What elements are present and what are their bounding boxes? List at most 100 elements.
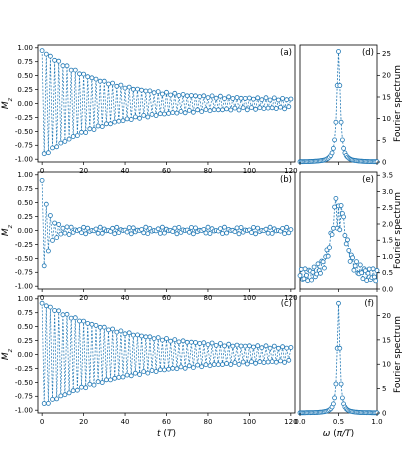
panel-e: 0.0 0.5 1.0 1.5 2.0 2.5 3.0 3.5 (e) Fourier spect… xyxy=(297,171,403,293)
data-point xyxy=(345,237,350,243)
y-tick-label: 3.5 xyxy=(382,172,393,180)
data-point xyxy=(232,229,238,235)
data-point xyxy=(263,343,269,349)
x-tick-label: 60 xyxy=(162,418,171,426)
data-point xyxy=(124,372,130,378)
x-tick-label: 1.0 xyxy=(371,418,382,426)
data-point xyxy=(251,96,256,102)
data-point xyxy=(230,343,236,349)
data-point xyxy=(249,105,254,110)
data-point xyxy=(255,95,261,101)
data-point xyxy=(263,226,269,232)
data-point xyxy=(39,177,45,183)
data-point xyxy=(151,90,157,96)
data-point xyxy=(190,365,196,371)
data-point xyxy=(371,274,377,280)
data-point xyxy=(112,375,118,381)
data-point xyxy=(278,104,283,110)
data-point xyxy=(261,360,267,365)
data-point xyxy=(217,93,223,99)
data-point xyxy=(197,94,203,99)
data-point xyxy=(93,322,99,328)
y-tick-label: 1.00 xyxy=(17,44,33,52)
y-tick-label: -1.00 xyxy=(15,407,33,415)
data-point xyxy=(85,225,91,231)
panel-label: (f) xyxy=(364,299,374,309)
y-tick-label: 0.00 xyxy=(17,100,33,108)
data-point xyxy=(347,258,353,264)
data-point xyxy=(261,106,267,111)
data-point xyxy=(222,343,227,349)
data-point xyxy=(305,278,311,284)
x-tick-label: 60 xyxy=(162,294,171,302)
x-tick-label: 100 xyxy=(243,418,256,426)
data-point xyxy=(75,133,80,139)
x-tick-label: 60 xyxy=(162,167,171,175)
x-tick-label: 0.5 xyxy=(333,418,344,426)
data-point xyxy=(41,263,47,269)
panel-label: (e) xyxy=(362,175,374,185)
data-point xyxy=(56,58,62,64)
data-point xyxy=(246,343,252,349)
data-point xyxy=(91,127,97,132)
data-point xyxy=(159,224,165,230)
data-point xyxy=(343,241,349,247)
data-point xyxy=(68,67,74,73)
data-point xyxy=(176,339,182,345)
y-tick-label: 10 xyxy=(382,115,391,123)
y-tick-label: 2.0 xyxy=(382,220,393,228)
data-point xyxy=(253,360,259,366)
data-point xyxy=(242,343,248,349)
data-point xyxy=(226,341,232,347)
data-point xyxy=(48,53,53,59)
y-tick-label: -1.00 xyxy=(15,156,33,164)
y-tick-label: 0.75 xyxy=(17,185,33,193)
x-tick-label: 20 xyxy=(79,418,88,426)
data-point xyxy=(124,116,130,122)
data-point xyxy=(60,63,66,69)
y-tick-label: 1.00 xyxy=(17,295,33,303)
data-point xyxy=(50,145,55,151)
y-tick-label: 0.00 xyxy=(17,227,33,235)
data-point xyxy=(288,227,294,233)
y-tick-label: 0.0 xyxy=(382,285,393,293)
data-point xyxy=(147,334,153,340)
data-point xyxy=(282,231,288,237)
data-point xyxy=(149,112,155,117)
data-point xyxy=(242,96,248,101)
data-point xyxy=(128,117,134,122)
y-tick-label: -0.25 xyxy=(15,241,33,249)
data-point xyxy=(166,366,172,372)
data-point xyxy=(70,134,76,139)
data-point xyxy=(228,362,234,367)
data-point xyxy=(230,96,236,101)
y-tick-label: -0.25 xyxy=(15,114,33,122)
data-point xyxy=(251,224,256,230)
data-point xyxy=(141,369,147,375)
data-point xyxy=(342,233,348,238)
data-point xyxy=(159,337,165,343)
y-tick-label: 0.00 xyxy=(17,351,33,359)
data-point xyxy=(275,97,281,103)
data-point xyxy=(188,339,194,345)
x-tick-label: 80 xyxy=(203,294,212,302)
data-point xyxy=(220,231,225,236)
data-point xyxy=(54,144,60,150)
data-point xyxy=(155,89,161,94)
data-point xyxy=(186,108,192,113)
data-point xyxy=(91,382,97,388)
data-point xyxy=(120,374,126,380)
data-point xyxy=(46,150,51,156)
y-tick-label: -0.50 xyxy=(15,379,33,387)
data-point xyxy=(112,231,118,237)
data-point xyxy=(374,268,380,273)
data-point xyxy=(354,259,359,265)
data-point xyxy=(341,145,347,151)
data-point xyxy=(60,225,66,231)
data-point xyxy=(41,151,47,157)
data-point xyxy=(159,91,165,97)
data-point xyxy=(209,93,215,99)
data-point xyxy=(359,270,365,276)
data-point xyxy=(310,269,316,275)
data-point xyxy=(66,390,72,396)
